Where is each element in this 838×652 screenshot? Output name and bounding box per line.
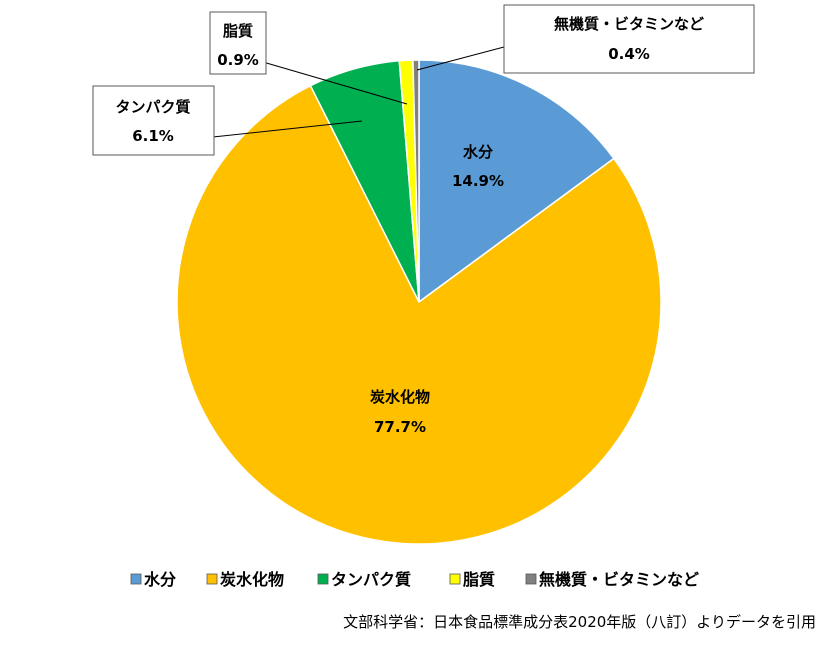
callout-box-tanpaku	[92, 85, 215, 156]
leader-tanpaku	[212, 120, 363, 138]
legend-swatch-shishitsu	[449, 573, 461, 585]
slice-carbohydrate	[176, 84, 662, 545]
source-note: 文部科学省：日本食品標準成分表2020年版（八訂）よりデータを引用	[343, 613, 816, 631]
label-tanpaku-value: 6.1%	[132, 127, 174, 145]
legend-swatch-water	[130, 573, 142, 585]
legend-label-shishitsu: 脂質	[463, 570, 495, 589]
slice-minerals-vitamins	[412, 59, 420, 303]
label-muki-value: 0.4%	[608, 45, 650, 63]
callout-box-muki	[503, 4, 755, 74]
legend-swatch-tanpaku	[317, 573, 329, 585]
leader-muki	[416, 46, 505, 71]
pie-slices	[176, 59, 662, 545]
slice-water	[418, 59, 615, 304]
legend-label-water: 水分	[144, 570, 176, 589]
label-carb-value: 77.7%	[374, 418, 426, 436]
label-carb-name: 炭水化物	[370, 388, 430, 406]
legend: 水分 炭水化物 タンパク質 脂質 無機質・ビタミンなど	[130, 570, 699, 589]
legend-label-muki: 無機質・ビタミンなど	[539, 570, 699, 589]
legend-swatch-carb	[206, 573, 218, 585]
leader-shishitsu	[262, 61, 408, 105]
callout-box-shishitsu	[209, 11, 267, 75]
legend-label-tanpaku: タンパク質	[331, 570, 411, 589]
label-shishitsu-value: 0.9%	[217, 51, 259, 69]
label-shishitsu-name: 脂質	[223, 22, 253, 40]
legend-label-carb: 炭水化物	[220, 570, 284, 589]
label-water-value: 14.9%	[452, 172, 504, 190]
legend-swatch-muki	[525, 573, 537, 585]
callout-leaders	[212, 46, 505, 138]
label-water-name: 水分	[463, 143, 493, 161]
label-muki-name: 無機質・ビタミンなど	[554, 15, 704, 33]
label-tanpaku-name: タンパク質	[115, 98, 190, 116]
